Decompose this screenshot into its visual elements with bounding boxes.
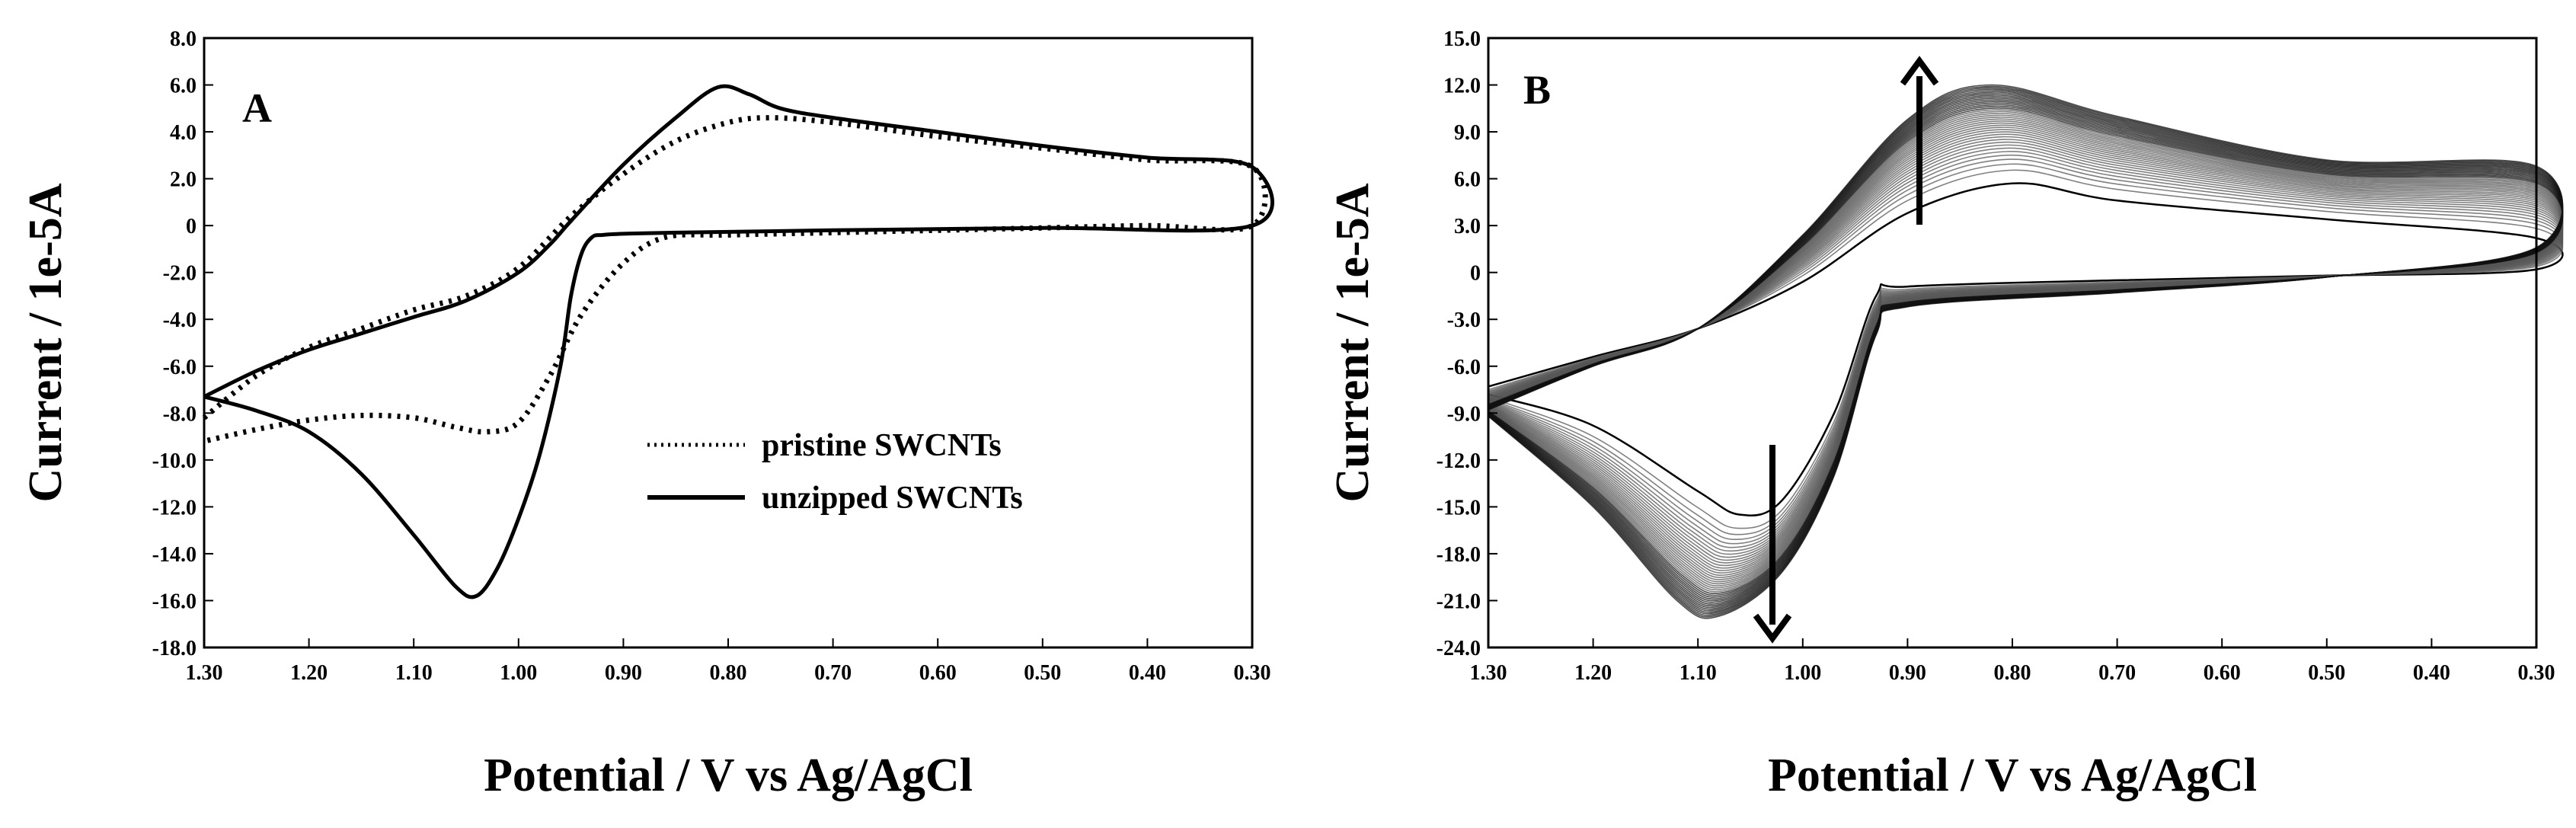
y-tick-label: -21.0 <box>1437 590 1481 613</box>
series-line-pristine <box>202 115 1268 444</box>
series-line-unzipped <box>203 84 1274 599</box>
y-tick-label: 2.0 <box>170 168 197 192</box>
x-tick-label: 1.30 <box>186 661 223 685</box>
y-tick-label: -12.0 <box>152 496 197 519</box>
x-tick-label: 1.00 <box>1784 661 1821 685</box>
arrow-down-head <box>1753 613 1792 644</box>
y-tick-label: -3.0 <box>1447 309 1481 332</box>
x-tick-label: 1.20 <box>290 661 328 685</box>
y-tick-label: -6.0 <box>163 356 197 379</box>
panel-b-letter: B <box>1523 67 1551 113</box>
arrow-up-head <box>1900 56 1939 86</box>
x-tick-label: 1.20 <box>1574 661 1612 685</box>
panel-a-x-axis-title: Potential / V vs Ag/AgCl <box>484 750 973 801</box>
y-tick-label: -4.0 <box>163 309 197 332</box>
y-tick-label: 3.0 <box>1454 215 1481 238</box>
y-tick-label: 12.0 <box>1443 75 1481 98</box>
y-tick-label: 8.0 <box>170 27 197 51</box>
x-tick-label: 0.60 <box>2204 661 2241 685</box>
y-tick-label: -10.0 <box>152 449 197 473</box>
cycle-curve <box>1488 182 2564 516</box>
panel-b-y-axis-title: Current / 1e-5A <box>1327 183 1379 502</box>
x-tick-label: 0.30 <box>1234 661 1271 685</box>
x-tick-label: 0.80 <box>710 661 747 685</box>
x-tick-label: 0.50 <box>1024 661 1061 685</box>
x-tick-label: 0.70 <box>814 661 852 685</box>
y-tick-label: 0 <box>186 215 197 238</box>
cycle-curve <box>1488 169 2564 529</box>
y-tick-label: -14.0 <box>152 543 197 567</box>
y-tick-label: 4.0 <box>170 121 197 145</box>
y-tick-label: 0 <box>1470 262 1481 286</box>
legend-pristine-label: pristine SWCNTs <box>762 428 1002 463</box>
y-tick-label: -18.0 <box>152 637 197 660</box>
panel-a-series <box>202 84 1274 599</box>
y-tick-label: 6.0 <box>170 75 197 98</box>
panel-a-letter: A <box>242 85 272 131</box>
y-tick-label: -16.0 <box>152 590 197 613</box>
x-tick-label: 0.40 <box>1129 661 1166 685</box>
y-tick-label: -2.0 <box>163 262 197 286</box>
panel-b-x-axis-title: Potential / V vs Ag/AgCl <box>1768 750 2257 801</box>
cycle-curve <box>1488 84 2564 619</box>
panel-b-y-ticks: 15.0 12.0 9.0 6.0 3.0 0 -3.0 -6.0 -9.0 -12.0 -15.0… <box>1437 27 1497 660</box>
panel-b-series <box>1488 84 2564 619</box>
x-tick-label: 1.30 <box>1470 661 1507 685</box>
panel-b: 1.30 1.20 1.10 1.00 0.90 0.80 0.70 0.60 0.50 0.40… <box>1327 27 2564 801</box>
panel-a: 1.30 1.20 1.10 1.00 0.90 0.80 0.70 0.60 0.50 0.40… <box>20 27 1274 801</box>
panel-a-y-axis-title: Current / 1e-5A <box>20 183 72 502</box>
x-tick-label: 1.10 <box>1680 661 1717 685</box>
panel-b-arrow-down <box>1753 445 1792 644</box>
panel-a-y-ticks: 8.0 6.0 4.0 2.0 0 -2.0 -4.0 -6.0 -8.0 -10.0 -12.0 -… <box>152 27 213 660</box>
x-tick-label: 1.10 <box>395 661 433 685</box>
y-tick-label: -12.0 <box>1437 449 1481 473</box>
panel-a-x-ticks: 1.30 1.20 1.10 1.00 0.90 0.80 0.70 0.60 0.50 0.40… <box>186 638 1271 685</box>
x-tick-label: 1.00 <box>500 661 537 685</box>
y-tick-label: -15.0 <box>1437 496 1481 519</box>
x-tick-label: 0.80 <box>1994 661 2031 685</box>
x-tick-label: 0.50 <box>2308 661 2345 685</box>
x-tick-label: 0.90 <box>605 661 642 685</box>
panel-b-arrow-up <box>1900 56 1939 225</box>
y-tick-label: 6.0 <box>1454 168 1481 192</box>
panel-a-legend: pristine SWCNTs unzipped SWCNTs <box>647 428 1023 516</box>
y-tick-label: -8.0 <box>163 402 197 426</box>
y-tick-label: 9.0 <box>1454 121 1481 145</box>
y-tick-label: -9.0 <box>1447 402 1481 426</box>
y-tick-label: -24.0 <box>1437 637 1481 660</box>
y-tick-label: -6.0 <box>1447 356 1481 379</box>
x-tick-label: 0.60 <box>919 661 957 685</box>
panel-b-x-ticks: 1.30 1.20 1.10 1.00 0.90 0.80 0.70 0.60 0.50 0.40… <box>1470 638 2555 685</box>
legend-unzipped-label: unzipped SWCNTs <box>762 481 1023 516</box>
x-tick-label: 0.90 <box>1889 661 1926 685</box>
x-tick-label: 0.30 <box>2518 661 2555 685</box>
y-tick-label: -18.0 <box>1437 543 1481 567</box>
y-tick-label: 15.0 <box>1443 27 1481 51</box>
x-tick-label: 0.70 <box>2098 661 2136 685</box>
x-tick-label: 0.40 <box>2413 661 2450 685</box>
